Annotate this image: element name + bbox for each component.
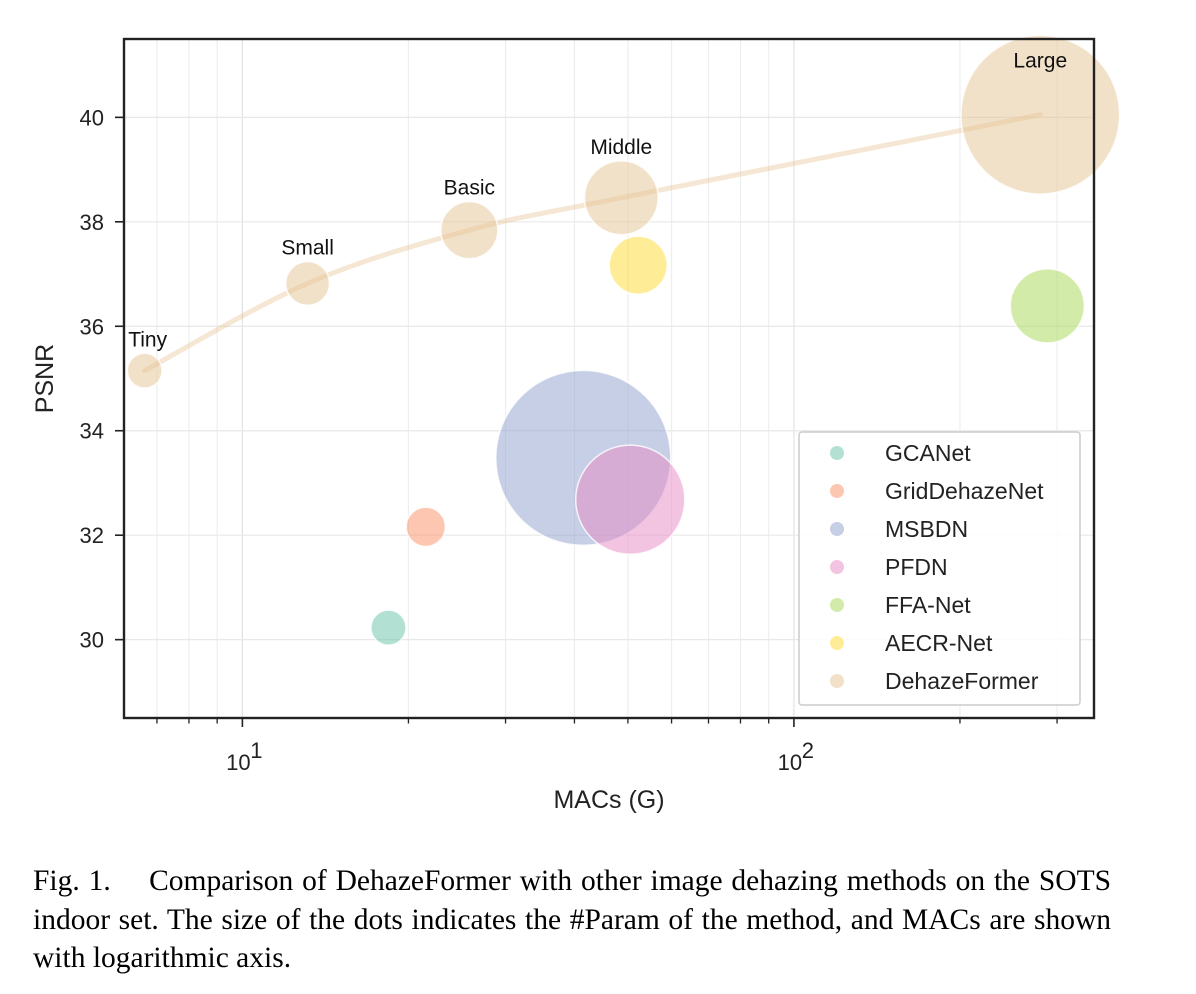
point-label-small: Small <box>281 237 334 260</box>
gcanet-point <box>370 609 407 646</box>
ffa-net-point <box>1009 268 1086 344</box>
x-tick-label: 10 <box>778 750 802 775</box>
x-tick-exponent: 1 <box>250 738 262 763</box>
legend-marker-dehazeformer <box>829 673 845 689</box>
pfdn-point <box>574 444 686 555</box>
legend-marker-aecr-net <box>829 635 845 651</box>
aecr-net-point <box>608 235 668 295</box>
griddehazenet-point <box>405 506 447 548</box>
y-tick-label: 38 <box>80 210 104 235</box>
legend: GCANet GridDehazeNet MSBDN PFDN FFA-Net AECR-… <box>798 431 1081 706</box>
y-axis-label: PSNR <box>31 344 59 413</box>
legend-label-gcanet: GCANet <box>885 440 971 466</box>
dehazeformer-point <box>583 160 659 236</box>
y-tick-label: 40 <box>80 105 104 130</box>
legend-label-griddehazenet: GridDehazeNet <box>885 478 1044 504</box>
data-points <box>126 34 1121 646</box>
y-tick-label: 36 <box>80 314 104 339</box>
legend-box <box>798 431 1081 706</box>
legend-label-pfdn: PFDN <box>885 554 948 580</box>
legend-marker-gcanet <box>829 445 845 461</box>
plot-frame <box>122 37 1096 720</box>
legend-marker-pfdn <box>829 559 845 575</box>
legend-marker-msbdn <box>829 521 845 537</box>
legend-label-ffa-net: FFA-Net <box>885 592 971 618</box>
legend-label-msbdn: MSBDN <box>885 516 968 542</box>
y-tick-label: 32 <box>80 523 104 548</box>
x-tick-exponent: 2 <box>802 738 814 763</box>
point-label-middle: Middle <box>590 136 652 159</box>
legend-label-aecr-net: AECR-Net <box>885 630 993 656</box>
point-label-basic: Basic <box>444 177 495 200</box>
dehazeformer-point <box>440 200 499 260</box>
legend-marker-griddehazenet <box>829 483 845 499</box>
y-tick-label: 30 <box>80 628 104 653</box>
x-axis-label: MACs (G) <box>553 786 664 814</box>
chart: Large Middle Basic Small Tiny 30 32 34 36 38 40 10… <box>31 34 1121 814</box>
legend-marker-ffa-net <box>829 597 845 613</box>
point-label-large: Large <box>1013 49 1067 72</box>
point-labels: Large Middle Basic Small Tiny <box>128 49 1067 351</box>
figure-caption: Fig. 1. Comparison of DehazeFormer with … <box>33 865 1111 974</box>
point-label-tiny: Tiny <box>128 328 167 351</box>
dehazeformer-point <box>960 34 1121 195</box>
x-tick-label: 10 <box>226 750 250 775</box>
dehazeformer-point <box>126 352 163 389</box>
dehazeformer-point <box>285 260 331 307</box>
y-tick-label: 34 <box>80 419 104 444</box>
legend-label-dehazeformer: DehazeFormer <box>885 668 1039 694</box>
